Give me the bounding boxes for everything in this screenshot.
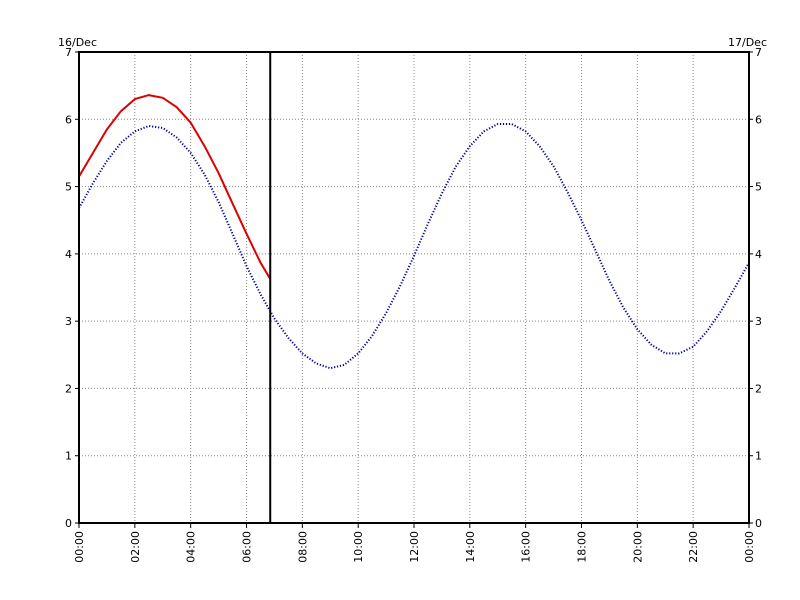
x-tick-label: 18:00	[576, 531, 589, 563]
y-tick-label-left: 1	[65, 450, 72, 463]
date-start-label: 16/Dec	[58, 36, 97, 49]
axis-labels: 0 0 1 1 2 2 3 3 4 4 5 5 6 6 7 7 00:00 02:00 04:00 06:00 08:0…	[65, 46, 762, 563]
x-tick-label: 06:00	[241, 531, 254, 563]
y-tick-label-right: 6	[755, 113, 762, 126]
chart-grid	[79, 52, 749, 523]
x-tick-label: 04:00	[185, 531, 198, 563]
x-tick-label: 12:00	[408, 531, 421, 563]
x-tick-label: 10:00	[352, 531, 365, 563]
y-tick-label-left: 3	[65, 315, 72, 328]
y-tick-label-left: 7	[65, 46, 72, 59]
observed-series-line	[78, 94, 272, 280]
predicted-series-line	[78, 123, 750, 370]
y-tick-label-left: 6	[65, 113, 72, 126]
x-tick-label: 16:00	[520, 531, 533, 563]
x-tick-label: 00:00	[73, 531, 86, 563]
y-tick-label-right: 4	[755, 248, 762, 261]
x-tick-label: 20:00	[631, 531, 644, 563]
x-tick-label: 22:00	[687, 531, 700, 563]
x-tick-label: 14:00	[464, 531, 477, 563]
axis-ticks	[75, 51, 753, 528]
plot-frame	[78, 51, 750, 524]
y-tick-label-left: 2	[65, 382, 72, 395]
y-tick-label-left: 4	[65, 248, 72, 261]
y-tick-label-right: 5	[755, 181, 762, 194]
x-tick-label: 02:00	[129, 531, 142, 563]
y-tick-label-right: 2	[755, 382, 762, 395]
date-end-label: 17/Dec	[728, 36, 767, 49]
y-tick-label-right: 7	[755, 46, 762, 59]
y-tick-label-left: 5	[65, 181, 72, 194]
y-tick-label-right: 0	[755, 517, 762, 530]
series-layer	[78, 94, 750, 370]
x-tick-label: 08:00	[296, 531, 309, 563]
y-tick-label-left: 0	[65, 517, 72, 530]
y-tick-label-right: 3	[755, 315, 762, 328]
x-tick-label: 00:00	[743, 531, 756, 563]
y-tick-label-right: 1	[755, 450, 762, 463]
